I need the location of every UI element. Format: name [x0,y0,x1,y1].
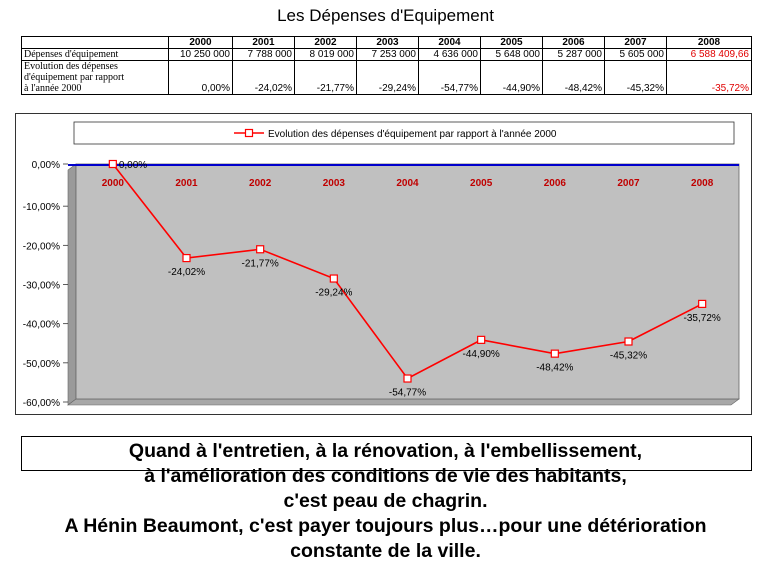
y-tick-label: -40,00% [23,320,60,331]
chart-frame: 0,00% -10,00% -20,00% -30,00% -40,00% -50,00%… [15,113,752,415]
x-category-label: 2002 [249,178,272,189]
table-corner-cell [21,36,169,49]
x-category-label: 2000 [102,178,125,189]
legend-marker [244,128,254,138]
x-category-label: 2004 [396,178,419,189]
y-tick-label: 0,00% [32,160,60,171]
y-tick-label: -60,00% [23,398,60,409]
table-cell: 7 788 000 [232,48,295,61]
y-tick-label: -10,00% [23,202,60,213]
data-point [550,349,559,358]
x-category-label: 2008 [691,178,714,189]
data-point [403,374,412,383]
table-cell: 7 253 000 [356,48,419,61]
table-cell: -54,77% [418,60,481,95]
page-title: Les Dépenses d'Equipement [277,6,494,25]
data-label: -24,02% [168,267,205,278]
year-header: 2002 [294,36,357,49]
data-label: -35,72% [684,313,721,324]
legend-box [73,121,735,145]
y-tick-label: -50,00% [23,359,60,370]
x-category-label: 2005 [470,178,493,189]
table-row-depenses: Dépenses d'équipement 10 250 000 7 788 0… [21,48,752,61]
data-label: -54,77% [389,388,426,399]
year-header: 2004 [418,36,481,49]
year-header: 2001 [232,36,295,49]
year-header: 2007 [604,36,667,49]
data-point [698,299,707,309]
table-cell: -48,42% [542,60,605,95]
table-cell: 5 648 000 [480,48,543,61]
legend-label: Evolution des dépenses d'équipement par … [268,129,557,140]
data-point [624,337,633,346]
row-label-depenses: Dépenses d'équipement [21,48,169,61]
data-label: -29,24% [315,288,352,299]
data-label: -45,32% [610,351,647,362]
data-point [477,335,486,344]
table-cell: 0,00% [168,60,233,95]
year-header: 2008 [666,36,752,49]
plot-area [75,163,740,400]
row-label-line: à l'année 2000 [24,83,82,94]
table-cell-highlight: 6 588 409,66 [666,48,752,61]
x-category-label: 2007 [617,178,640,189]
table-row-evolution: Evolution des dépenses d'équipement par … [21,60,752,95]
plot-side-wall [67,163,77,406]
table-cell: -21,77% [294,60,357,95]
table-cell: -44,90% [480,60,543,95]
table-cell: 5 287 000 [542,48,605,61]
data-label: 0,00% [119,160,147,171]
caption-text: Quand à l'entretien, à la rénovation, à … [64,440,707,562]
data-label: -44,90% [463,349,500,360]
table-cell: 10 250 000 [168,48,233,61]
table-header-row: 2000 2001 2002 2003 2004 2005 2006 2007 … [21,36,752,49]
data-label: -48,42% [536,363,573,374]
data-point [256,245,265,254]
x-category-label: 2006 [544,178,567,189]
y-tick-label: -30,00% [23,281,60,292]
x-category-label: 2003 [323,178,346,189]
data-label: -21,77% [242,258,279,269]
plot-floor [67,398,740,406]
year-header: 2000 [168,36,233,49]
row-label-line: Evolution des dépenses [24,61,118,72]
x-category-label: 2001 [175,178,198,189]
year-header: 2005 [480,36,543,49]
caption-box [21,436,752,471]
table-cell: 8 019 000 [294,48,357,61]
data-point [329,274,338,283]
table-cell: -29,24% [356,60,419,95]
table-cell: -24,02% [232,60,295,95]
data-table: 2000 2001 2002 2003 2004 2005 2006 2007 … [21,36,752,95]
table-cell-highlight: -35,72% [666,60,752,95]
year-header: 2003 [356,36,419,49]
data-point [182,253,191,263]
row-label-evolution: Evolution des dépenses d'équipement par … [21,60,169,95]
data-point [108,159,117,169]
year-header: 2006 [542,36,605,49]
table-cell: 5 605 000 [604,48,667,61]
row-label-line: d'équipement par rapport [24,72,125,83]
y-tick-label: -20,00% [23,241,60,252]
line-chart: 0,00% -10,00% -20,00% -30,00% -40,00% -50,00%… [23,121,740,409]
table-cell: 4 636 000 [418,48,481,61]
table-cell: -45,32% [604,60,667,95]
